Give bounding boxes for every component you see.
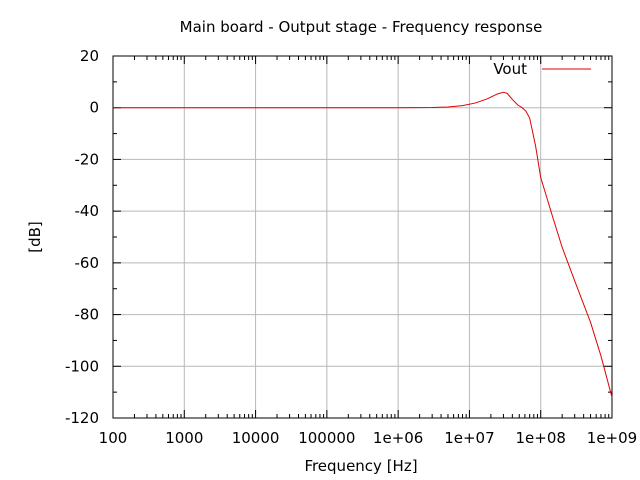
x-tick-label: 100 — [99, 429, 128, 447]
x-tick-label: 1e+06 — [373, 429, 423, 447]
grid — [113, 56, 612, 418]
y-tick-label: -100 — [65, 357, 99, 375]
legend-label: Vout — [493, 60, 527, 78]
y-tick-label: -40 — [75, 202, 100, 220]
y-axis-label: [dB] — [26, 221, 44, 253]
x-tick-labels: 100 1000 10000 100000 1e+06 1e+07 1e+08 1e+09 — [99, 429, 638, 447]
x-tick-label: 1000 — [165, 429, 203, 447]
y-tick-label: -80 — [75, 306, 100, 324]
x-tick-label: 1e+08 — [515, 429, 565, 447]
x-tick-label: 1e+07 — [444, 429, 494, 447]
series-layer — [113, 91, 613, 398]
x-tick-label: 10000 — [232, 429, 280, 447]
y-tick-label: -60 — [75, 254, 100, 272]
legend: Vout — [493, 60, 591, 78]
x-axis-label: Frequency [Hz] — [304, 457, 417, 475]
y-tick-labels: 20 0 -20 -40 -60 -80 -100 -120 — [65, 47, 99, 427]
y-tick-label: -120 — [65, 409, 99, 427]
x-tick-label: 100000 — [298, 429, 355, 447]
plot-frame — [112, 55, 613, 419]
y-tick-label: 0 — [89, 99, 99, 117]
y-tick-label: -20 — [75, 150, 100, 168]
series-line-vout — [113, 91, 613, 398]
x-tick-label: 1e+09 — [587, 429, 637, 447]
axis-ticks — [112, 55, 613, 419]
y-tick-label: 20 — [80, 47, 99, 65]
chart-title: Main board - Output stage - Frequency re… — [180, 18, 543, 36]
